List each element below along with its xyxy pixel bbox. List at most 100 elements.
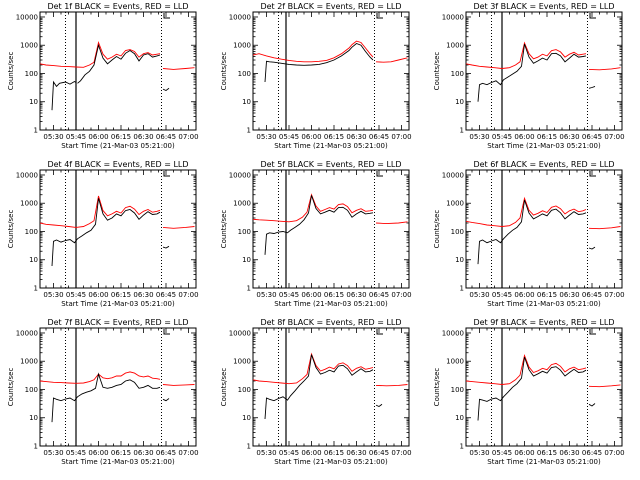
x-tick-label: 06:30: [346, 133, 366, 141]
x-tick-label: 06:00: [88, 449, 108, 457]
det-7f-panel: Det 7f BLACK = Events, RED = LLD 1 10 100 10…: [7, 318, 199, 466]
y-tick-label: 1: [247, 285, 251, 293]
events-series-line: [375, 403, 383, 408]
events-series-line: [264, 354, 374, 420]
x-tick-label: 06:15: [111, 291, 131, 299]
y-tick-label: 1: [247, 127, 251, 135]
det-8f-panel: Det 8f BLACK = Events, RED = LLD 1 10 100 10…: [220, 318, 412, 466]
top-marker: [589, 329, 596, 335]
x-tick-label: 06:45: [156, 133, 176, 141]
y-tick-label: 100: [238, 228, 251, 236]
x-tick-label: 05:45: [279, 449, 299, 457]
y-tick-label: 100: [25, 70, 38, 78]
y-tick-label: 10000: [16, 13, 38, 21]
events-series-line: [588, 403, 596, 407]
x-tick-label: 07:00: [604, 449, 624, 457]
y-tick-label: 1: [34, 285, 38, 293]
x-tick-label: 07:00: [391, 291, 411, 299]
y-tick-label: 1000: [20, 200, 38, 208]
lld-series-line: [253, 193, 374, 223]
x-tick-label: 05:45: [492, 449, 512, 457]
plot-frame: [465, 169, 623, 289]
x-axis-label: Start Time (21-Mar-03 05:21:00): [487, 458, 601, 466]
top-marker: [589, 13, 596, 19]
y-tick-label: 1000: [233, 358, 251, 366]
lld-series-line: [375, 384, 408, 387]
det-3f-panel: Det 3f BLACK = Events, RED = LLD 1 10 100 10…: [433, 2, 625, 150]
x-tick-label: 05:45: [279, 291, 299, 299]
events-series-line: [51, 198, 161, 267]
x-tick-label: 06:45: [582, 449, 602, 457]
x-tick-label: 07:00: [391, 133, 411, 141]
y-tick-label: 1000: [20, 42, 38, 50]
panel-title: Det 3f BLACK = Events, RED = LLD: [473, 2, 614, 11]
events-series-line: [162, 87, 170, 92]
y-axis-label: Counts/sec: [220, 52, 228, 91]
events-series-line: [477, 199, 587, 265]
panel-title: Det 9f BLACK = Events, RED = LLD: [473, 318, 614, 327]
y-axis-label: Counts/sec: [7, 368, 15, 407]
x-axis-label: Start Time (21-Mar-03 05:21:00): [61, 458, 175, 466]
det-4f-panel: Det 4f BLACK = Events, RED = LLD 1 10 100 10…: [7, 160, 199, 308]
x-tick-label: 06:15: [324, 291, 344, 299]
x-tick-label: 06:30: [133, 133, 153, 141]
events-series-line: [162, 245, 170, 249]
x-tick-label: 06:00: [514, 449, 534, 457]
lld-series-line: [40, 40, 161, 68]
events-series-line: [588, 246, 596, 250]
y-axis-label: Counts/sec: [433, 368, 441, 407]
x-tick-label: 06:00: [88, 291, 108, 299]
x-tick-label: 05:45: [492, 291, 512, 299]
x-tick-label: 06:00: [301, 291, 321, 299]
x-tick-label: 06:45: [369, 449, 389, 457]
plot-frame: [465, 11, 623, 131]
y-axis-label: Counts/sec: [7, 210, 15, 249]
lld-series-line: [588, 384, 621, 388]
events-series-line: [264, 42, 374, 83]
y-tick-label: 100: [25, 228, 38, 236]
x-tick-label: 06:00: [301, 133, 321, 141]
x-axis-label: Start Time (21-Mar-03 05:21:00): [274, 142, 388, 150]
y-tick-label: 10: [455, 98, 464, 106]
y-tick-label: 10: [455, 414, 464, 422]
x-tick-label: 05:45: [66, 133, 86, 141]
lld-series-line: [375, 221, 408, 225]
x-tick-label: 06:15: [324, 133, 344, 141]
x-tick-label: 05:30: [469, 449, 489, 457]
panel-title: Det 4f BLACK = Events, RED = LLD: [47, 160, 188, 169]
x-tick-label: 06:45: [369, 291, 389, 299]
top-marker: [376, 329, 383, 335]
det-9f-panel: Det 9f BLACK = Events, RED = LLD 1 10 100 10…: [433, 318, 625, 466]
x-axis-label: Start Time (21-Mar-03 05:21:00): [274, 300, 388, 308]
x-tick-label: 07:00: [604, 291, 624, 299]
x-tick-label: 06:15: [537, 449, 557, 457]
x-tick-label: 06:00: [301, 449, 321, 457]
x-tick-label: 06:30: [346, 449, 366, 457]
det-1f-panel: Det 1f BLACK = Events, RED = LLD 1 10 100 10…: [7, 2, 199, 150]
det-2f-panel: Det 2f BLACK = Events, RED = LLD 1 10 100 10…: [220, 2, 412, 150]
x-tick-label: 06:00: [514, 133, 534, 141]
y-tick-label: 1: [460, 285, 464, 293]
lld-series-line: [162, 67, 195, 70]
lld-series-line: [162, 226, 195, 229]
x-axis-label: Start Time (21-Mar-03 05:21:00): [274, 458, 388, 466]
y-tick-label: 1000: [446, 42, 464, 50]
y-tick-label: 100: [451, 228, 464, 236]
det-5f-panel: Det 5f BLACK = Events, RED = LLD 1 10 100 10…: [220, 160, 412, 308]
top-marker: [163, 329, 170, 335]
plot-frame: [252, 169, 410, 289]
x-tick-label: 05:30: [256, 449, 276, 457]
lld-series-line: [466, 196, 587, 227]
x-tick-label: 06:15: [537, 291, 557, 299]
y-tick-label: 100: [451, 70, 464, 78]
x-tick-label: 05:30: [469, 133, 489, 141]
y-tick-label: 1: [247, 443, 251, 451]
panel-title: Det 6f BLACK = Events, RED = LLD: [473, 160, 614, 169]
x-tick-label: 06:15: [111, 449, 131, 457]
y-tick-label: 10: [242, 98, 251, 106]
panel-title: Det 8f BLACK = Events, RED = LLD: [260, 318, 401, 327]
x-tick-label: 05:45: [66, 449, 86, 457]
x-tick-label: 06:30: [559, 291, 579, 299]
x-axis-label: Start Time (21-Mar-03 05:21:00): [61, 300, 175, 308]
